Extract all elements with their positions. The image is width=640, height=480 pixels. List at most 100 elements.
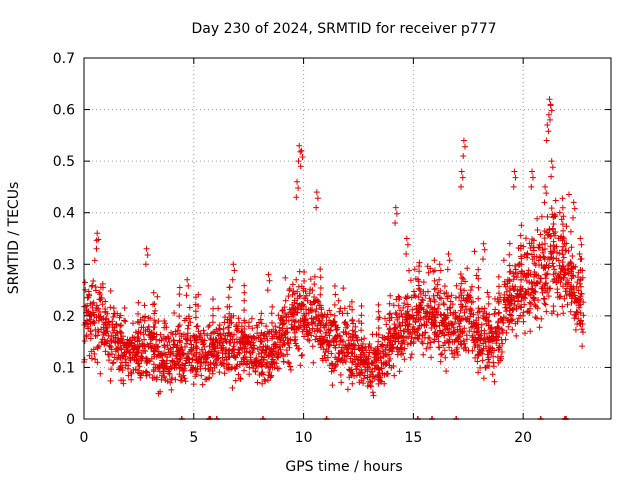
- data-point-streak: [541, 282, 548, 289]
- data-point-streak: [416, 268, 423, 275]
- data-point-streak: [475, 275, 482, 282]
- data-point: [466, 328, 473, 335]
- data-point: [337, 371, 344, 378]
- data-point-streak: [102, 309, 109, 316]
- data-point: [428, 354, 435, 361]
- data-point: [180, 350, 187, 357]
- data-point: [511, 273, 518, 280]
- data-point: [167, 345, 174, 352]
- peak-point: [143, 245, 150, 252]
- data-point-streak: [291, 337, 298, 344]
- data-point: [88, 355, 95, 362]
- data-point: [141, 336, 148, 343]
- data-point-streak: [386, 300, 393, 307]
- data-point: [454, 344, 461, 351]
- data-point-streak: [348, 368, 355, 375]
- data-point: [568, 244, 575, 251]
- data-point-streak: [506, 278, 513, 285]
- data-point-streak: [577, 310, 584, 316]
- data-point-streak: [317, 319, 324, 326]
- data-point-streak: [495, 318, 502, 325]
- peak-point: [313, 204, 320, 211]
- data-point: [509, 307, 516, 313]
- data-point: [560, 254, 567, 261]
- data-point: [496, 309, 503, 316]
- data-point-streak: [226, 339, 233, 346]
- data-point: [455, 334, 462, 341]
- data-point: [321, 338, 328, 345]
- data-point: [452, 294, 459, 301]
- data-point: [289, 281, 296, 288]
- data-point: [346, 303, 353, 310]
- data-point: [91, 257, 98, 264]
- data-point-streak: [415, 294, 422, 301]
- data-point: [285, 317, 292, 324]
- data-point: [248, 315, 255, 322]
- data-point-streak: [518, 222, 525, 229]
- data-point: [472, 354, 479, 361]
- data-point-streak: [530, 237, 537, 244]
- data-point: [473, 272, 480, 279]
- data-point: [416, 287, 423, 293]
- data-point-streak: [577, 283, 584, 290]
- data-point-streak: [192, 301, 199, 308]
- peak-point: [544, 122, 551, 128]
- data-point: [470, 311, 477, 318]
- data-point: [424, 340, 431, 347]
- data-point: [480, 375, 487, 382]
- data-point: [200, 340, 207, 347]
- data-point: [455, 352, 461, 358]
- data-point-streak: [176, 313, 183, 320]
- data-point-streak: [349, 359, 356, 366]
- data-point: [106, 357, 112, 364]
- data-point: [168, 386, 175, 393]
- data-point-streak: [506, 300, 513, 307]
- data-point: [184, 330, 191, 337]
- data-point-streak: [531, 271, 538, 278]
- data-point: [579, 343, 586, 350]
- data-point-streak: [568, 283, 575, 290]
- data-point: [410, 338, 417, 345]
- data-point: [523, 235, 529, 242]
- data-point: [175, 323, 182, 330]
- data-point: [190, 381, 197, 388]
- data-point: [576, 304, 583, 311]
- data-point-streak: [542, 271, 549, 278]
- data-point: [544, 213, 551, 220]
- data-point: [206, 374, 213, 381]
- data-point: [181, 375, 188, 382]
- data-point-streak: [268, 345, 275, 352]
- data-point-streak: [457, 338, 464, 345]
- data-point: [206, 322, 213, 329]
- data-point: [562, 288, 569, 295]
- data-point: [136, 337, 143, 344]
- data-point: [435, 305, 441, 312]
- data-point-streak: [559, 195, 566, 202]
- data-point-streak: [291, 311, 298, 318]
- data-point: [199, 381, 206, 388]
- data-point-streak: [151, 301, 158, 307]
- data-point: [558, 216, 565, 223]
- data-point: [280, 337, 287, 344]
- data-point: [329, 382, 336, 389]
- data-point: [420, 279, 427, 286]
- data-point-streak: [441, 347, 448, 354]
- data-point: [352, 323, 359, 330]
- data-point: [392, 325, 399, 332]
- data-point: [246, 364, 253, 371]
- data-point: [534, 215, 541, 222]
- data-point: [122, 318, 129, 325]
- data-point: [513, 332, 520, 339]
- data-point-streak: [177, 364, 183, 371]
- data-point-streak: [386, 362, 393, 369]
- data-point: [467, 313, 474, 320]
- data-point-streak: [241, 345, 248, 352]
- data-point-streak: [301, 326, 307, 333]
- data-point: [89, 282, 96, 289]
- data-point-streak: [349, 306, 356, 313]
- data-point: [528, 300, 534, 307]
- data-point-streak: [431, 305, 438, 312]
- data-point: [340, 338, 347, 345]
- data-point: [412, 319, 419, 326]
- peak-point: [444, 266, 451, 273]
